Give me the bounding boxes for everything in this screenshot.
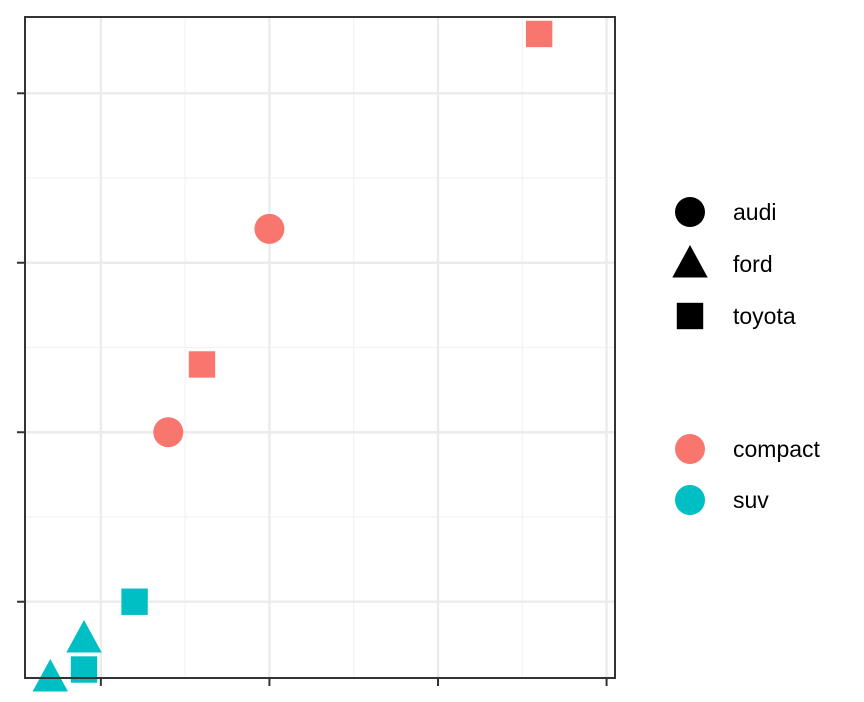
legend-label-toyota: toyota	[733, 303, 796, 329]
legend-key-toyota	[676, 302, 704, 330]
legend-shape: audi ford toyota	[672, 197, 796, 330]
legend-key-compact	[675, 434, 705, 464]
plot-panel-border	[24, 16, 616, 679]
data-points	[32, 20, 553, 692]
data-point-audi-compact-6	[254, 213, 285, 244]
legend-label-suv: suv	[733, 487, 769, 513]
data-point-toyota-compact-7	[525, 20, 553, 48]
legend-key-audi	[675, 197, 705, 227]
grid-minor	[25, 17, 615, 678]
legend-label-compact: compact	[733, 436, 821, 462]
legend-key-ford	[672, 245, 708, 278]
axis-ticks	[17, 92, 608, 686]
data-point-toyota-compact-5	[188, 351, 216, 378]
data-point-toyota-suv-3	[121, 588, 148, 615]
legend-color: compact suv	[675, 434, 821, 515]
data-point-ford-suv-0	[32, 659, 68, 692]
data-point-ford-suv-1	[66, 620, 102, 653]
legend-label-audi: audi	[733, 199, 776, 225]
legend-label-ford: ford	[733, 251, 773, 277]
legend-key-suv	[675, 485, 705, 515]
data-point-audi-compact-4	[153, 417, 184, 448]
